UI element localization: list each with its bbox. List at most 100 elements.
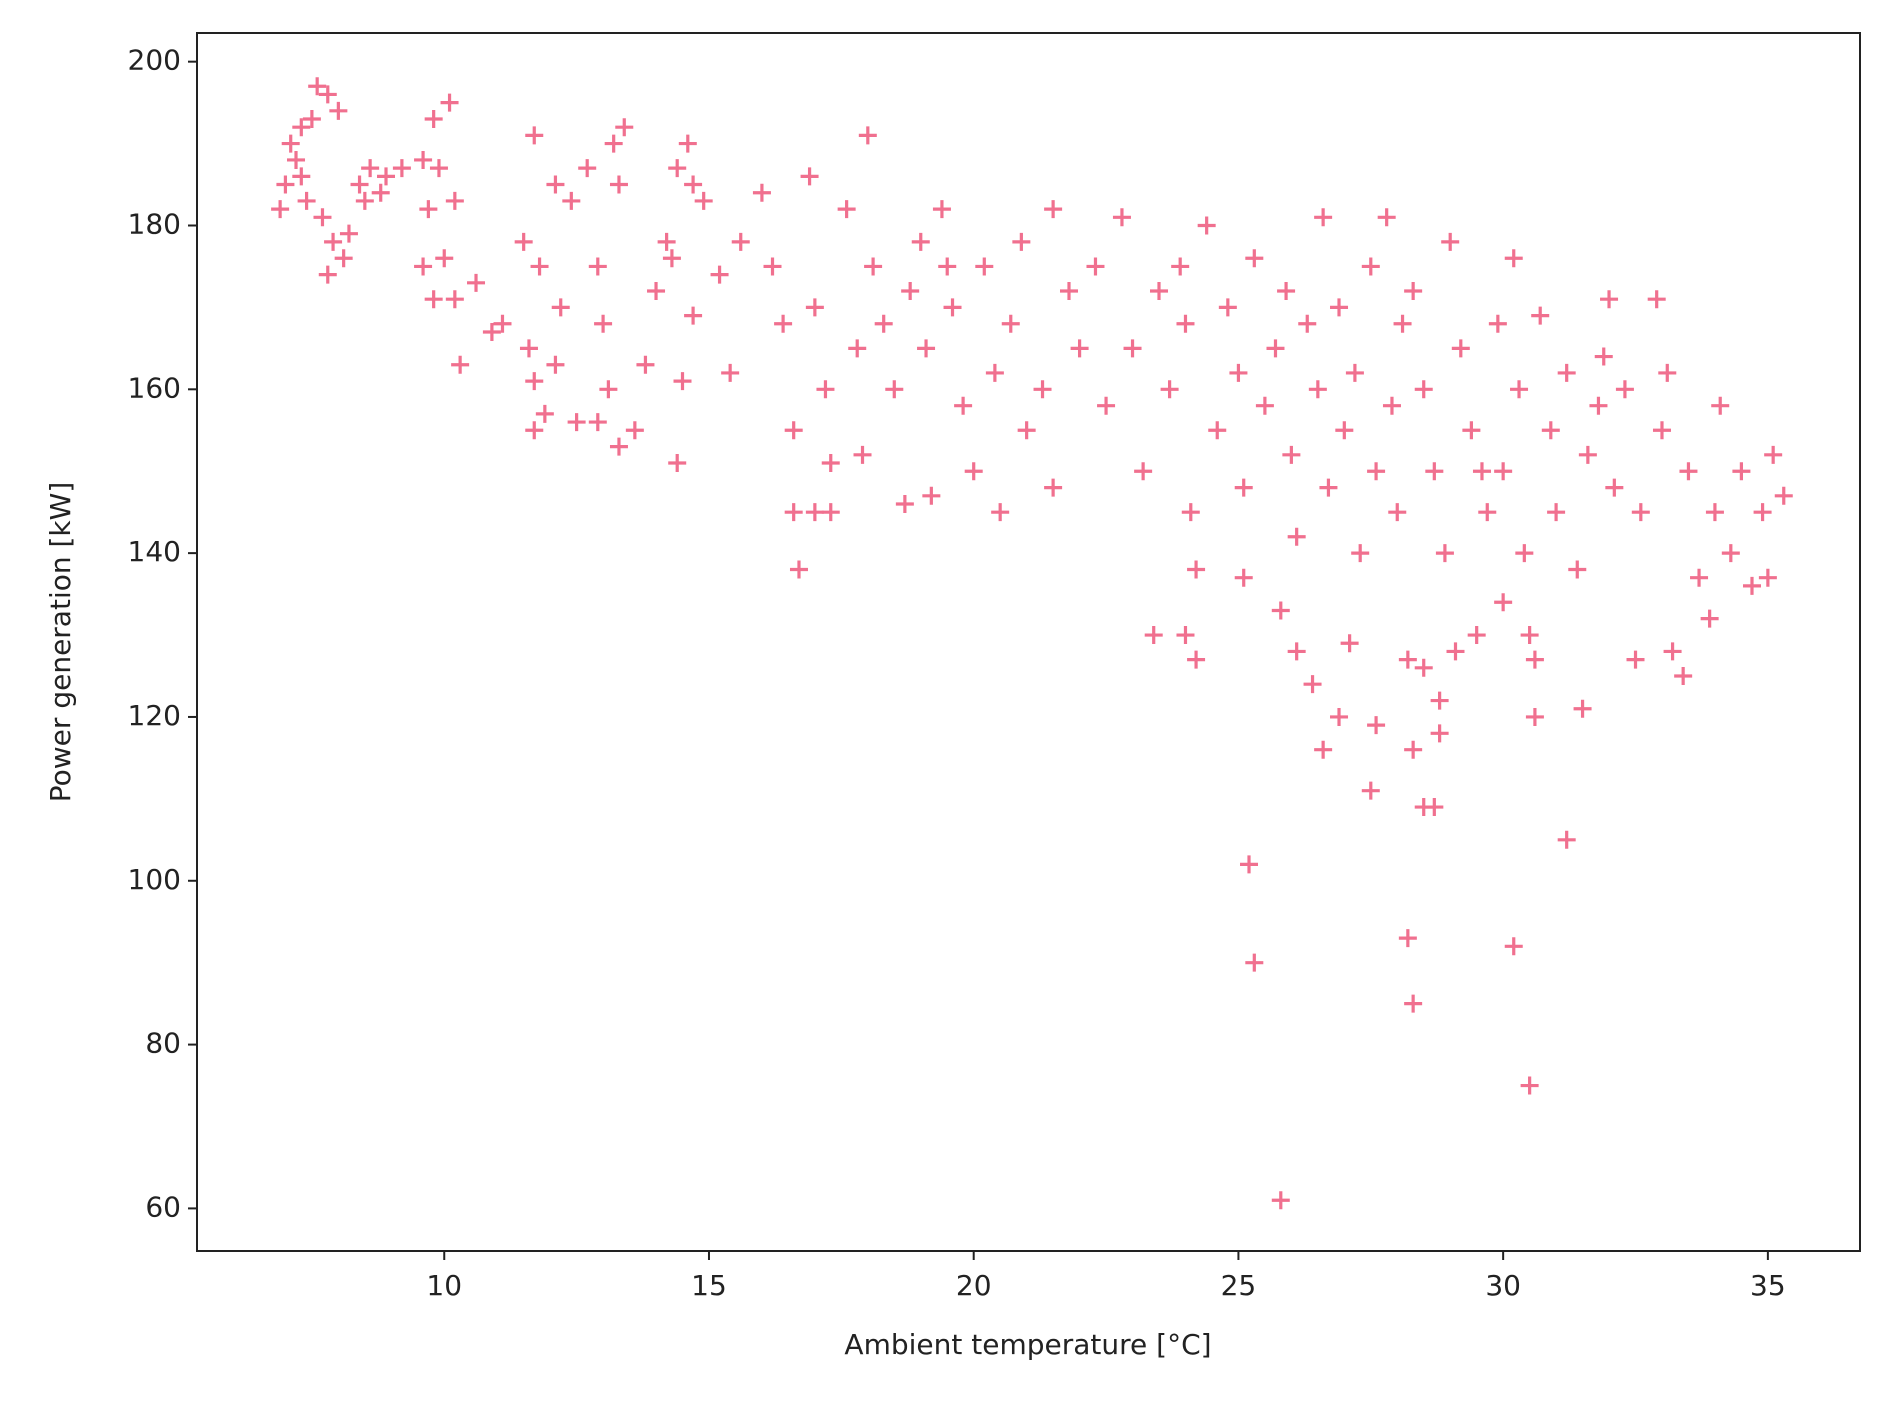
y-tick-label: 200 bbox=[128, 44, 181, 77]
point bbox=[1663, 642, 1682, 661]
point bbox=[1525, 707, 1544, 726]
point bbox=[271, 200, 290, 219]
x-tick-label: 15 bbox=[691, 1269, 727, 1302]
point bbox=[324, 232, 343, 251]
point bbox=[1351, 544, 1370, 563]
point bbox=[774, 314, 793, 333]
point bbox=[1187, 650, 1206, 669]
point bbox=[752, 183, 771, 202]
point bbox=[1123, 339, 1142, 358]
point bbox=[514, 232, 533, 251]
point bbox=[546, 355, 565, 374]
point bbox=[546, 175, 565, 194]
point bbox=[355, 191, 374, 210]
point bbox=[292, 167, 311, 186]
point bbox=[1711, 396, 1730, 415]
point bbox=[1271, 601, 1290, 620]
point bbox=[1398, 929, 1417, 948]
point bbox=[1472, 462, 1491, 481]
point bbox=[318, 265, 337, 284]
point bbox=[308, 77, 327, 96]
point bbox=[943, 298, 962, 317]
point bbox=[684, 306, 703, 325]
point bbox=[1721, 544, 1740, 563]
point bbox=[1589, 396, 1608, 415]
point bbox=[1753, 503, 1772, 522]
point bbox=[1658, 363, 1677, 382]
y-tick-label: 140 bbox=[128, 535, 181, 568]
point bbox=[964, 462, 983, 481]
point bbox=[1742, 576, 1761, 595]
point bbox=[451, 355, 470, 374]
point bbox=[361, 159, 380, 178]
point bbox=[519, 339, 538, 358]
point bbox=[281, 134, 300, 153]
point bbox=[1044, 478, 1063, 497]
point bbox=[1287, 527, 1306, 546]
point bbox=[1478, 503, 1497, 522]
point bbox=[789, 560, 808, 579]
point bbox=[1393, 314, 1412, 333]
point bbox=[1298, 314, 1317, 333]
point bbox=[1340, 634, 1359, 653]
point bbox=[1160, 380, 1179, 399]
point bbox=[578, 159, 597, 178]
point bbox=[551, 298, 570, 317]
point bbox=[975, 257, 994, 276]
point bbox=[1594, 347, 1613, 366]
point bbox=[302, 110, 321, 129]
point bbox=[1510, 380, 1529, 399]
point bbox=[1245, 953, 1264, 972]
point bbox=[991, 503, 1010, 522]
point bbox=[1314, 740, 1333, 759]
point bbox=[1377, 208, 1396, 227]
y-axis-label: Power generation [kW] bbox=[44, 482, 77, 802]
x-tick-label: 20 bbox=[956, 1269, 992, 1302]
point bbox=[848, 339, 867, 358]
point bbox=[1626, 650, 1645, 669]
point bbox=[1631, 503, 1650, 522]
point bbox=[1467, 626, 1486, 645]
point bbox=[1176, 626, 1195, 645]
point bbox=[837, 200, 856, 219]
point bbox=[1218, 298, 1237, 317]
point bbox=[1557, 363, 1576, 382]
point bbox=[1700, 609, 1719, 628]
point bbox=[1001, 314, 1020, 333]
point bbox=[1600, 290, 1619, 309]
y-tick-label: 60 bbox=[145, 1190, 181, 1223]
point bbox=[1033, 380, 1052, 399]
point bbox=[1287, 642, 1306, 661]
point bbox=[530, 257, 549, 276]
point bbox=[1404, 740, 1423, 759]
point bbox=[1525, 650, 1544, 669]
point bbox=[334, 249, 353, 268]
point bbox=[1271, 1191, 1290, 1210]
point bbox=[710, 265, 729, 284]
point bbox=[1504, 937, 1523, 956]
point bbox=[1282, 445, 1301, 464]
point bbox=[1647, 290, 1666, 309]
point bbox=[800, 167, 819, 186]
point bbox=[1303, 675, 1322, 694]
point bbox=[525, 421, 544, 440]
point bbox=[1208, 421, 1227, 440]
point bbox=[784, 503, 803, 522]
point bbox=[1097, 396, 1116, 415]
point bbox=[1367, 716, 1386, 735]
point bbox=[1430, 691, 1449, 710]
point bbox=[1181, 503, 1200, 522]
point bbox=[721, 363, 740, 382]
point bbox=[1446, 642, 1465, 661]
point bbox=[287, 150, 306, 169]
point bbox=[1382, 396, 1401, 415]
point bbox=[1414, 380, 1433, 399]
point bbox=[1150, 282, 1169, 301]
point bbox=[853, 445, 872, 464]
point bbox=[588, 257, 607, 276]
point bbox=[313, 208, 332, 227]
point bbox=[874, 314, 893, 333]
point bbox=[414, 257, 433, 276]
point bbox=[445, 290, 464, 309]
point bbox=[922, 486, 941, 505]
